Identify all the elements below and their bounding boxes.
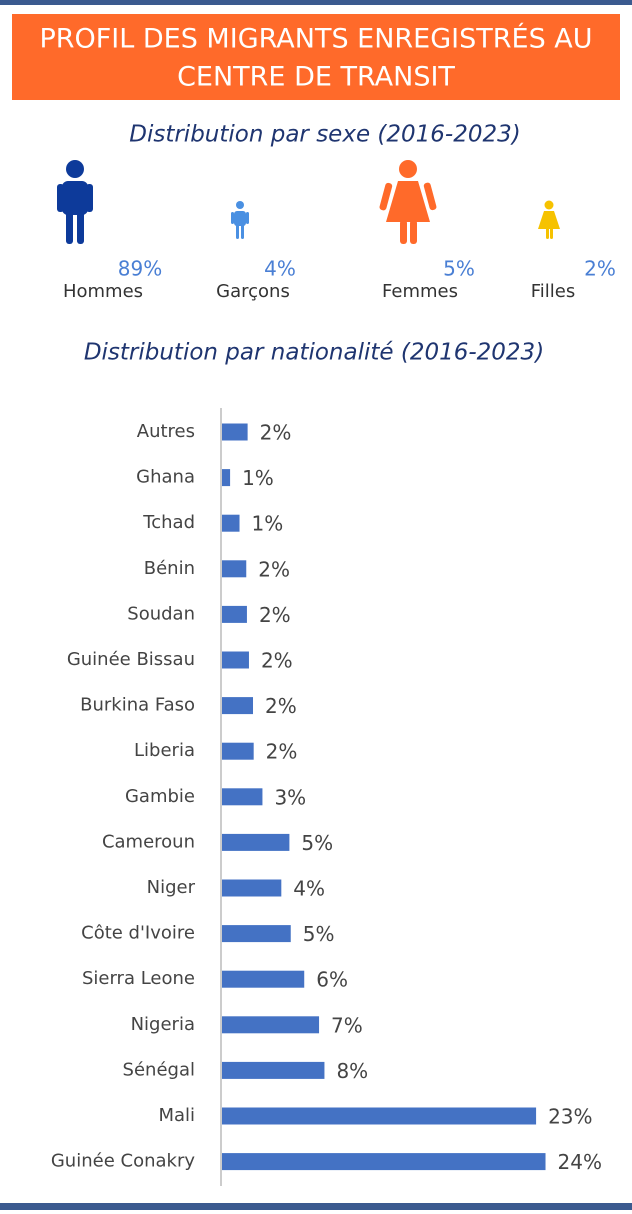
gender-label: Filles: [531, 281, 576, 302]
data-label: 2%: [259, 603, 291, 627]
bar: [222, 1061, 325, 1079]
data-label: 8%: [336, 1059, 368, 1083]
gender-share: 2%: [584, 257, 616, 281]
category-label: Côte d'Ivoire: [81, 923, 195, 944]
bar: [222, 697, 254, 715]
gender-label: Hommes: [63, 281, 143, 302]
icon-boy: [231, 201, 249, 239]
icon-girl: [538, 200, 560, 239]
data-label: 1%: [242, 466, 274, 490]
bar: [222, 469, 231, 487]
data-label: 7%: [331, 1013, 363, 1037]
bar: [222, 788, 263, 806]
gender-subtitle: Distribution par sexe (2016-2023): [129, 122, 520, 148]
category-label: Soudan: [127, 603, 195, 624]
data-label: 2%: [261, 649, 293, 673]
data-label: 6%: [316, 968, 348, 992]
bar: [222, 742, 254, 760]
category-label: Burkina Faso: [80, 695, 195, 716]
bar: [222, 833, 290, 851]
icon-woman: [379, 160, 437, 244]
data-label: 2%: [260, 421, 292, 445]
category-label: Mali: [158, 1105, 195, 1126]
gender-share: 89%: [118, 257, 162, 281]
category-label: Nigeria: [131, 1014, 195, 1035]
bar: [222, 925, 291, 943]
category-label: Sierra Leone: [82, 968, 195, 989]
title-box: [12, 14, 620, 100]
title-line: PROFIL DES MIGRANTS ENREGISTRÉS AU: [39, 23, 592, 55]
bar-chart: Autres 2% Ghana 1% Tchad 1% Bénin 2% Soudan 2% Gui…: [51, 421, 602, 1175]
category-label: Niger: [147, 877, 196, 898]
gender-label: Femmes: [382, 281, 458, 302]
category-label: Guinée Bissau: [67, 649, 195, 670]
bar: [222, 879, 282, 897]
data-label: 3%: [274, 785, 306, 809]
data-label: 2%: [265, 694, 297, 718]
data-label: 24%: [558, 1150, 602, 1174]
gender-share: 5%: [443, 257, 475, 281]
data-label: 2%: [266, 740, 298, 764]
data-label: 4%: [293, 877, 325, 901]
bottom-border: [0, 1203, 632, 1210]
data-label: 2%: [258, 557, 290, 581]
category-label: Ghana: [136, 467, 195, 488]
bar: [222, 423, 248, 441]
bar: [222, 1153, 546, 1171]
chart-title: Distribution par nationalité (2016-2023): [84, 340, 544, 366]
bar: [222, 1107, 537, 1125]
top-border: [0, 0, 632, 5]
data-label: 1%: [252, 512, 284, 536]
bar: [222, 560, 247, 578]
gender-label: Garçons: [216, 281, 290, 302]
data-label: 5%: [303, 922, 335, 946]
bar: [222, 651, 249, 669]
category-label: Autres: [137, 421, 195, 442]
category-label: Bénin: [144, 558, 195, 579]
bar: [222, 514, 240, 532]
gender-share: 4%: [264, 257, 296, 281]
bar: [222, 970, 305, 988]
category-label: Cameroun: [102, 831, 195, 852]
bar: [222, 605, 247, 623]
category-label: Tchad: [142, 512, 195, 533]
category-label: Guinée Conakry: [51, 1151, 195, 1172]
data-label: 23%: [548, 1105, 592, 1129]
category-label: Gambie: [125, 786, 195, 807]
bar: [222, 1016, 320, 1034]
data-label: 5%: [301, 831, 333, 855]
icon-man: [57, 160, 93, 244]
category-label: Liberia: [134, 740, 195, 761]
title-line: CENTRE DE TRANSIT: [177, 62, 455, 93]
category-label: Sénégal: [123, 1059, 195, 1080]
